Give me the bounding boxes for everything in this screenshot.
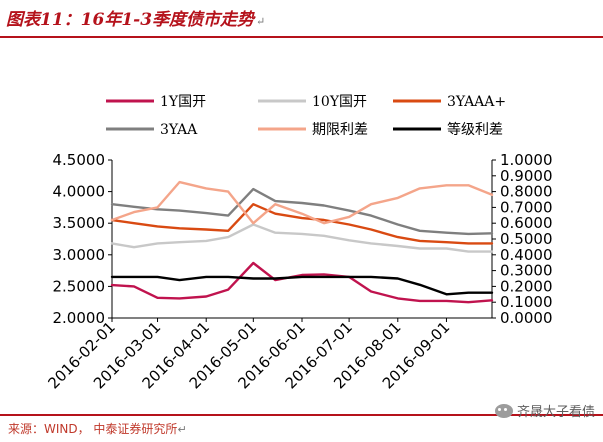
y-right-tick-label: 0.5000 bbox=[500, 230, 553, 248]
y-right-tick-label: 0.8000 bbox=[500, 183, 553, 201]
y-right-tick-label: 0.1000 bbox=[500, 293, 553, 311]
chart-legend: 1Y国开 10Y国开 3YAAA+ 3YAA 期限利差 等级利差 bbox=[106, 94, 506, 138]
wechat-icon bbox=[494, 403, 513, 418]
legend-label: 10Y国开 bbox=[312, 94, 367, 110]
y-left-tick-label: 3.0000 bbox=[53, 246, 106, 264]
return-mark-icon: ↵ bbox=[177, 423, 187, 436]
series-line-s-3yaa bbox=[110, 187, 494, 236]
y-left-tick-label: 2.0000 bbox=[53, 309, 106, 327]
y-right-tick-label: 0.7000 bbox=[500, 198, 553, 216]
series-line-s-grade bbox=[110, 275, 494, 296]
chart-title-text: 图表11：16年1-3季度债市走势 bbox=[6, 10, 255, 30]
y-left-tick-label: 2.5000 bbox=[53, 277, 106, 295]
series-line-s-term bbox=[110, 180, 494, 225]
y-left-tick-label: 3.5000 bbox=[53, 214, 106, 232]
source-note: 来源：WIND， 中泰证券研究所↵ bbox=[8, 420, 187, 437]
y-right-tick-label: 0.0000 bbox=[500, 309, 553, 327]
watermark-text: 齐晟大子看债 bbox=[516, 405, 595, 420]
watermark: 齐晟大子看债 bbox=[494, 401, 595, 420]
series-line-s-10y bbox=[110, 223, 494, 253]
y-right-tick-label: 0.4000 bbox=[500, 246, 553, 264]
legend-label: 1Y国开 bbox=[160, 94, 206, 110]
y-right-tick-label: 0.6000 bbox=[500, 214, 553, 232]
legend-label: 期限利差 bbox=[312, 122, 368, 138]
legend-label: 等级利差 bbox=[447, 121, 503, 138]
chart-title: 图表11：16年1-3季度债市走势 ↵ bbox=[6, 6, 265, 34]
y-left-tick-label: 4.0000 bbox=[53, 183, 106, 201]
series-line-s-3yaaa-plus bbox=[110, 202, 494, 245]
y-right-tick-label: 0.2000 bbox=[500, 277, 553, 295]
legend-label: 3YAAA+ bbox=[447, 94, 506, 110]
legend-label: 3YAA bbox=[160, 122, 198, 138]
y-right-tick-label: 1.0000 bbox=[500, 151, 553, 169]
return-mark-icon: ↵ bbox=[256, 15, 266, 28]
y-left-tick-label: 4.5000 bbox=[53, 151, 106, 169]
chart-series bbox=[110, 180, 494, 304]
bottom-divider bbox=[0, 414, 603, 416]
series-line-s-1y bbox=[110, 261, 494, 304]
top-divider bbox=[0, 36, 603, 38]
source-text: 来源：WIND， 中泰证券研究所 bbox=[8, 422, 178, 436]
y-right-tick-label: 0.9000 bbox=[500, 167, 553, 185]
y-right-tick-label: 0.3000 bbox=[500, 262, 553, 280]
